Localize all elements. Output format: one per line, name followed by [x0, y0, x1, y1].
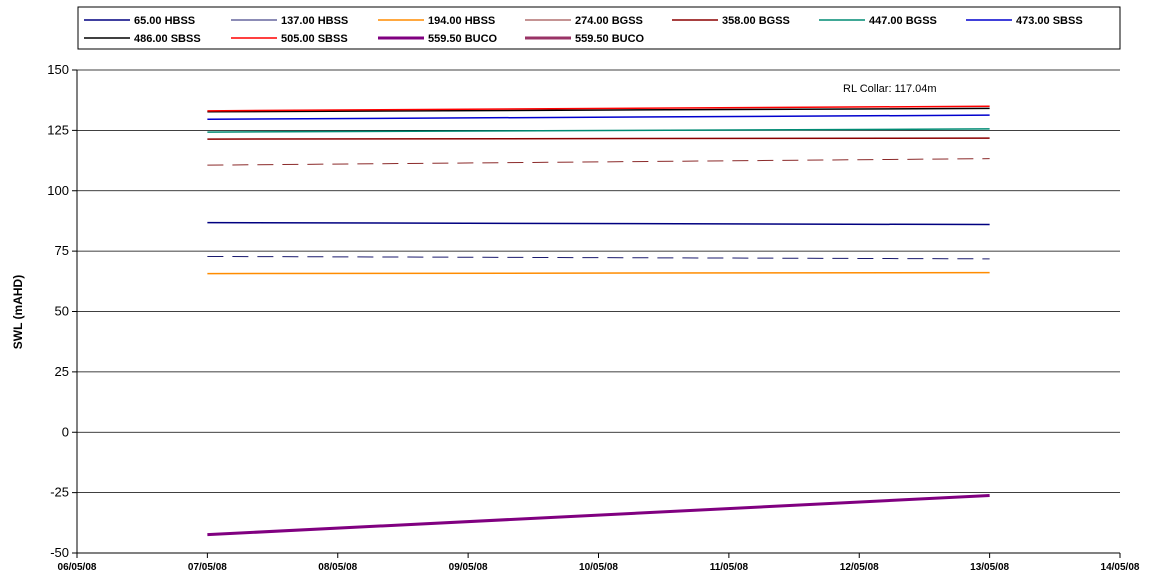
- x-tick-label: 09/05/08: [449, 562, 488, 573]
- legend-entry: 559.50 BUCO: [378, 33, 498, 45]
- series-line: [207, 221, 990, 226]
- legend-box: [77, 6, 1121, 50]
- rl-collar-annotation: RL Collar: 117.04m: [843, 83, 937, 95]
- x-tick-label: 10/05/08: [579, 562, 618, 573]
- legend-label: 486.00 SBSS: [134, 33, 201, 45]
- x-axis-ticks: 06/05/08 07/05/08 08/05/08 09/05/08 10/05/08…: [58, 553, 1140, 573]
- legend-label: 194.00 HBSS: [428, 15, 495, 27]
- x-tick-label: 14/05/08: [1101, 562, 1140, 573]
- series-line: [207, 255, 990, 260]
- series-line: [207, 494, 990, 537]
- x-tick-label: 08/05/08: [318, 562, 357, 573]
- x-tick-label: 11/05/08: [710, 562, 749, 573]
- series-line: [207, 158, 990, 166]
- legend-entry: 559.50 BUCO: [525, 33, 645, 45]
- legend-label: 505.00 SBSS: [281, 33, 348, 45]
- y-tick-label: 100: [47, 183, 69, 198]
- x-tick-label: 12/05/08: [840, 562, 879, 573]
- y-tick-label: -50: [50, 545, 69, 560]
- legend-label: 447.00 BGSS: [869, 15, 937, 27]
- y-tick-label: 0: [62, 424, 69, 439]
- series-lines: [207, 105, 990, 537]
- legend-label: 559.50 BUCO: [575, 33, 645, 45]
- legend-label: 274.00 BGSS: [575, 15, 643, 27]
- legend-entry: 65.00 HBSS: [84, 15, 195, 27]
- legend-entry: 274.00 BGSS: [525, 15, 643, 27]
- y-axis-ticks: -50 -25 0 25 50 75 100 125 150: [47, 62, 77, 560]
- series-line: [207, 107, 990, 113]
- legend-entry: 486.00 SBSS: [84, 33, 201, 45]
- legend-entry: 505.00 SBSS: [231, 33, 348, 45]
- x-tick-label: 06/05/08: [58, 562, 97, 573]
- y-tick-label: 125: [47, 122, 69, 137]
- legend-label: 65.00 HBSS: [134, 15, 195, 27]
- y-tick-label: 75: [55, 243, 69, 258]
- series-line: [207, 105, 990, 112]
- x-tick-label: 07/05/08: [188, 562, 227, 573]
- x-tick-label: 13/05/08: [970, 562, 1009, 573]
- legend-label: 473.00 SBSS: [1016, 15, 1083, 27]
- series-line: [207, 137, 990, 140]
- y-axis-title: SWL (mAHD): [11, 275, 25, 349]
- legend-entry: 447.00 BGSS: [819, 15, 937, 27]
- y-tick-label: 150: [47, 62, 69, 77]
- series-line: [207, 114, 990, 121]
- gridlines: [77, 69, 1120, 554]
- legend-entry: 137.00 HBSS: [231, 15, 348, 27]
- y-tick-label: -25: [50, 485, 69, 500]
- legend-entry: 473.00 SBSS: [966, 15, 1083, 27]
- series-line: [207, 271, 990, 275]
- y-tick-label: 25: [55, 364, 69, 379]
- legend-entry: 358.00 BGSS: [672, 15, 790, 27]
- series-line: [207, 128, 990, 133]
- legend-label: 559.50 BUCO: [428, 33, 498, 45]
- legend-label: 137.00 HBSS: [281, 15, 348, 27]
- legend-label: 358.00 BGSS: [722, 15, 790, 27]
- y-tick-label: 50: [55, 304, 69, 319]
- legend: 65.00 HBSS 137.00 HBSS 194.00 HBSS 274.00 B…: [77, 6, 1121, 50]
- legend-entry: 194.00 HBSS: [378, 15, 495, 27]
